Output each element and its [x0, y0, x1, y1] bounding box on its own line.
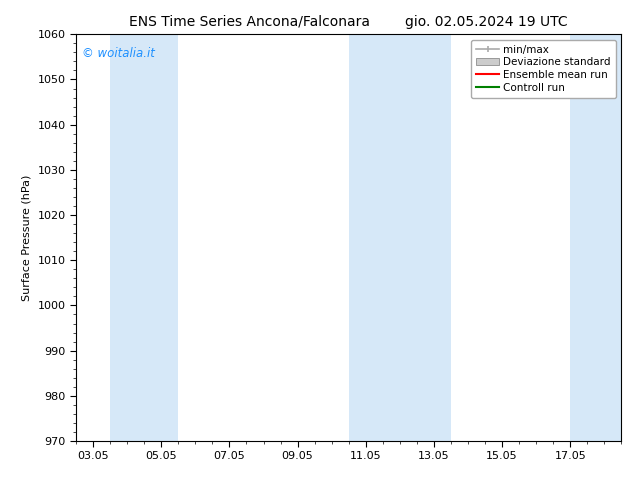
- Bar: [570, 34, 621, 441]
- Text: © woitalia.it: © woitalia.it: [82, 47, 155, 59]
- Bar: [349, 34, 417, 441]
- Legend: min/max, Deviazione standard, Ensemble mean run, Controll run: min/max, Deviazione standard, Ensemble m…: [471, 40, 616, 98]
- Bar: [110, 34, 178, 441]
- Title: ENS Time Series Ancona/Falconara        gio. 02.05.2024 19 UTC: ENS Time Series Ancona/Falconara gio. 02…: [129, 15, 568, 29]
- Y-axis label: Surface Pressure (hPa): Surface Pressure (hPa): [22, 174, 32, 301]
- Bar: [417, 34, 451, 441]
